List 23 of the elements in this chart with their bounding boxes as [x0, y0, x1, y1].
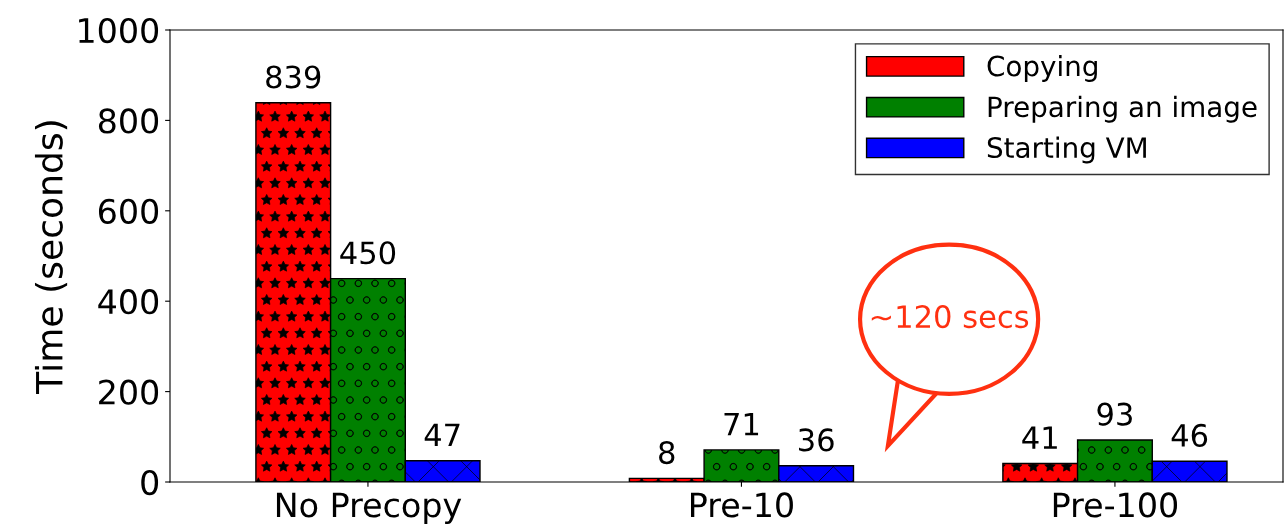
y-tick-label: 600 [98, 198, 159, 224]
x-tick-label: Pre-10 [691, 492, 793, 518]
legend-label: Starting VM [987, 136, 1146, 164]
y-tick-label: 1000 [79, 17, 159, 44]
annotation: ~120 secs [871, 305, 1029, 329]
legend-label: Preparing an image [988, 95, 1257, 123]
data-label: 8 [659, 441, 675, 465]
data-label: 47 [424, 423, 460, 447]
y-tick-label: 800 [98, 108, 159, 134]
x-tick-label: Pre-100 [1053, 492, 1178, 518]
legend-label: Copying [987, 55, 1097, 82]
data-label: 36 [799, 428, 834, 452]
data-label: 450 [340, 241, 396, 265]
data-label: 46 [1171, 423, 1208, 447]
y-tick-label: 200 [99, 379, 159, 405]
data-label: 41 [1022, 426, 1057, 449]
y-tick-label: 400 [98, 289, 159, 315]
data-label: 839 [266, 65, 321, 89]
y-tick-label: 0 [141, 469, 159, 496]
data-label: 93 [1097, 402, 1132, 426]
y-axis-title: Time (seconds) [34, 121, 68, 394]
data-label: 71 [724, 412, 759, 436]
x-tick-label: No Precopy [276, 492, 462, 524]
